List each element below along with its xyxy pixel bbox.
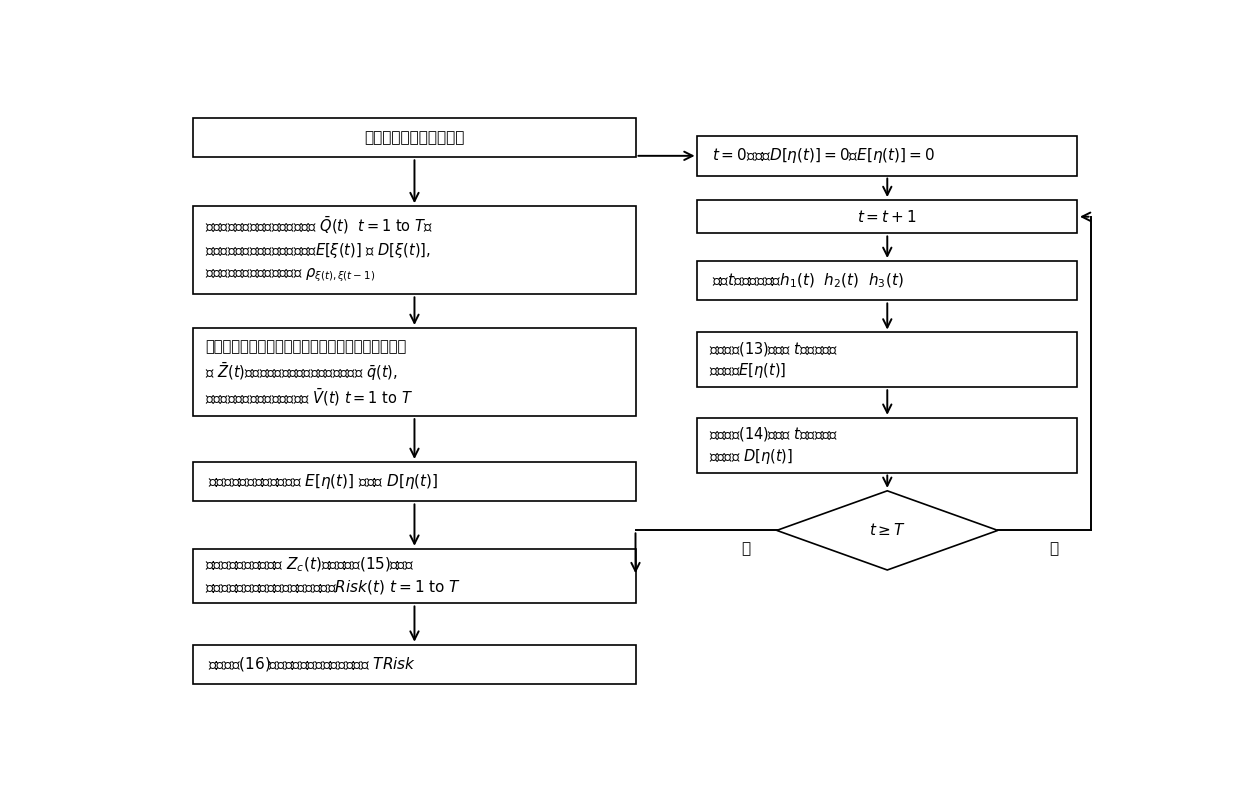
- Text: $t=t+1$: $t=t+1$: [857, 209, 918, 225]
- Text: 水库蓄水量随机过程的均值过程 $\bar{V}(t)$ $t=1$ to $T$: 水库蓄水量随机过程的均值过程 $\bar{V}(t)$ $t=1$ to $T$: [205, 387, 413, 408]
- Bar: [193, 549, 635, 604]
- Text: 程 $\bar{Z}(t)$，水库出库流量随机过程的均值过程 $\bar{q}(t)$,: 程 $\bar{Z}(t)$，水库出库流量随机过程的均值过程 $\bar{q}(…: [205, 361, 398, 383]
- Text: 采用公式(13)，计算 $t$时刻水位误: 采用公式(13)，计算 $t$时刻水位误: [709, 340, 838, 358]
- Bar: [697, 332, 1078, 388]
- Text: 采用公式(14)，计算 $t$时刻水位误: 采用公式(14)，计算 $t$时刻水位误: [709, 426, 838, 443]
- Text: 计算得到各时刻水库实时防洪调度风险$\mathit{Risk}(t)$ $t=1$ to $T$: 计算得到各时刻水库实时防洪调度风险$\mathit{Risk}(t)$ $t=1…: [205, 578, 461, 596]
- Text: 入库流量预报误差的相关系数 $\rho_{\xi(t),\xi(t-1)}$: 入库流量预报误差的相关系数 $\rho_{\xi(t),\xi(t-1)}$: [205, 267, 376, 284]
- Bar: [697, 136, 1078, 176]
- Bar: [697, 200, 1078, 233]
- Text: 计算$t$时刻参数值：$h_1(t)$  $h_2(t)$  $h_3(t)$: 计算$t$时刻参数值：$h_1(t)$ $h_2(t)$ $h_3(t)$: [712, 271, 904, 290]
- Text: 差的均值$E[\eta(t)]$: 差的均值$E[\eta(t)]$: [709, 361, 786, 380]
- Text: 采用公式(16)，计算整个洪水过程的总风险 $\mathit{TRisk}$: 采用公式(16)，计算整个洪水过程的总风险 $\mathit{TRisk}$: [208, 656, 417, 673]
- Polygon shape: [776, 490, 998, 570]
- Text: 计算各时刻水位误差的均值 $E[\eta(t)]$ 和方差 $D[\eta(t)]$: 计算各时刻水位误差的均值 $E[\eta(t)]$ 和方差 $D[\eta(t)…: [208, 472, 438, 491]
- Bar: [193, 645, 635, 684]
- Text: 获取水库的实时运行数据: 获取水库的实时运行数据: [365, 130, 465, 145]
- Text: 获取水库的实时预报入库流量过程 $\bar{Q}(t)$  $t=1$ to $T$，: 获取水库的实时预报入库流量过程 $\bar{Q}(t)$ $t=1$ to $T…: [205, 214, 433, 236]
- Bar: [193, 462, 635, 501]
- Bar: [697, 261, 1078, 301]
- Text: 进行水库调洪演算，计算水库水位随机过程的均值过: 进行水库调洪演算，计算水库水位随机过程的均值过: [205, 339, 407, 354]
- Text: 设置水库水位安全阈值 $Z_c(t)$，采用公式(15)，分别: 设置水库水位安全阈值 $Z_c(t)$，采用公式(15)，分别: [205, 556, 414, 574]
- Text: 差的方差 $D[\eta(t)]$: 差的方差 $D[\eta(t)]$: [709, 447, 794, 466]
- Bar: [697, 418, 1078, 472]
- Bar: [193, 206, 635, 294]
- Text: $t \geq T$: $t \geq T$: [869, 522, 905, 539]
- Text: 是: 是: [742, 541, 750, 556]
- Text: 水库入库流量预报误差的分布信息$E[\xi(t)]$ 和 $D[\xi(t)]$,: 水库入库流量预报误差的分布信息$E[\xi(t)]$ 和 $D[\xi(t)]$…: [205, 240, 430, 259]
- Text: 否: 否: [1049, 541, 1058, 556]
- Bar: [193, 118, 635, 157]
- Text: $t=0$时刻，$D[\eta(t)]=0$，$E[\eta(t)]=0$: $t=0$时刻，$D[\eta(t)]=0$，$E[\eta(t)]=0$: [712, 146, 935, 165]
- Bar: [193, 328, 635, 416]
